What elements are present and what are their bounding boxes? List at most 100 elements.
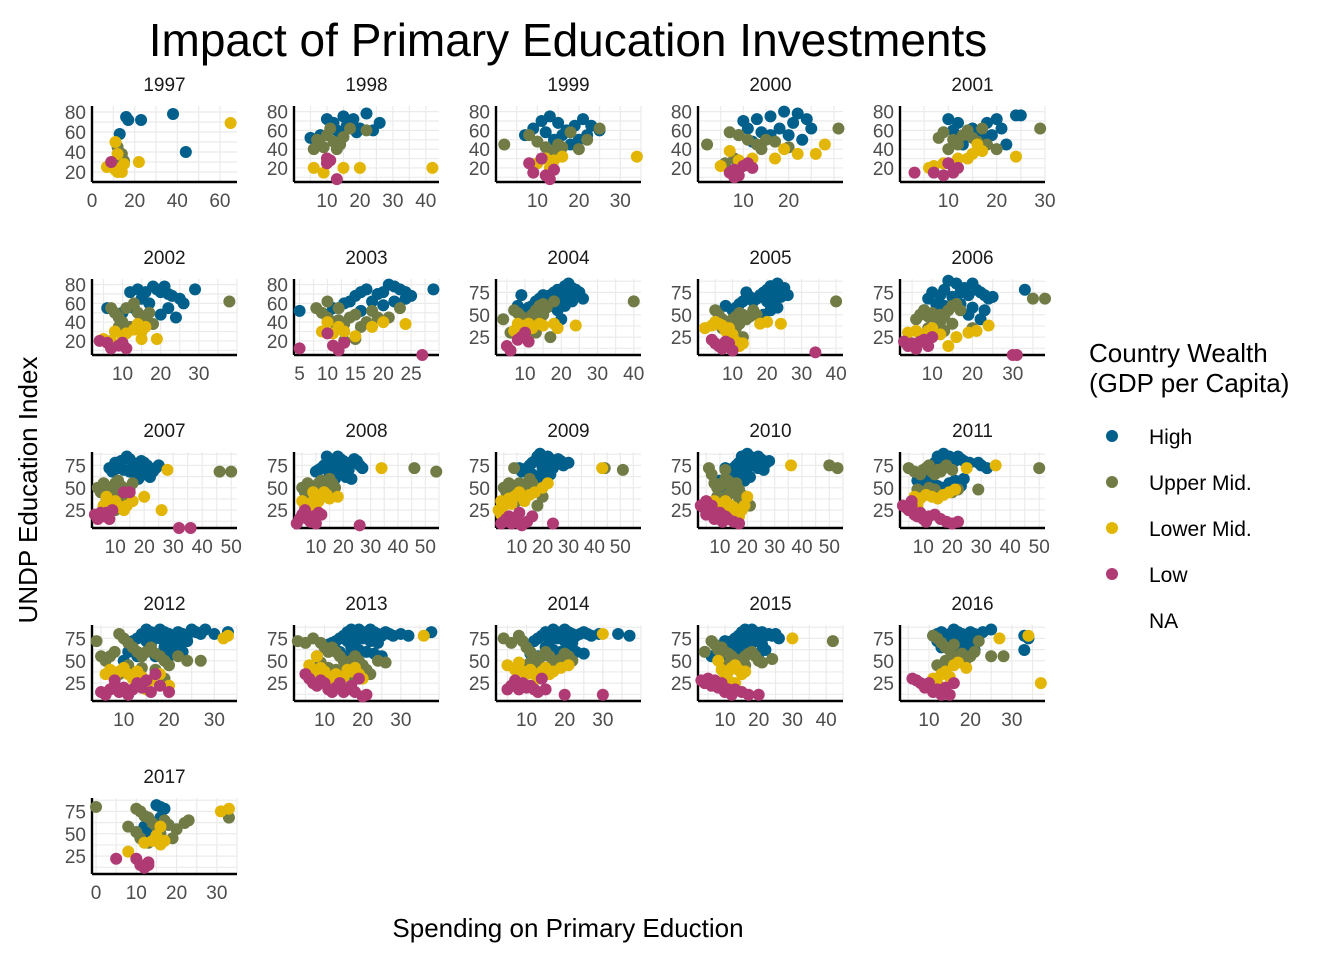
data-point	[1010, 150, 1022, 163]
data-point	[782, 129, 795, 142]
data-point	[960, 462, 973, 475]
y-tick-label: 75	[267, 456, 288, 477]
data-point	[222, 802, 235, 815]
data-point	[167, 108, 180, 120]
data-point	[127, 297, 140, 310]
data-point	[818, 138, 831, 151]
facet-label: 2014	[547, 594, 590, 615]
data-point	[199, 623, 212, 636]
x-tick-label: 0	[91, 883, 102, 904]
y-tick-label: 50	[267, 652, 288, 673]
data-point	[759, 644, 772, 657]
data-point	[952, 152, 964, 165]
legend-item: NA	[1149, 610, 1178, 633]
data-point	[523, 157, 536, 170]
data-point	[337, 161, 350, 174]
data-point	[908, 166, 921, 179]
data-point	[572, 143, 585, 156]
legend-label: Upper Mid.	[1149, 472, 1252, 495]
x-tick-label: 20	[551, 364, 572, 385]
data-point	[728, 171, 741, 184]
facet-label: 2013	[345, 594, 387, 615]
data-point	[1000, 138, 1013, 151]
data-point	[942, 157, 955, 170]
data-point	[741, 122, 754, 135]
data-point	[523, 129, 536, 142]
facet-label: 2011	[952, 421, 993, 442]
data-point	[705, 499, 718, 512]
data-point	[535, 672, 548, 685]
data-point	[120, 342, 133, 355]
y-tick-label: 25	[873, 674, 894, 695]
data-point	[173, 522, 185, 534]
data-point	[161, 463, 174, 476]
y-tick-label: 60	[873, 121, 894, 142]
data-point	[158, 834, 171, 847]
data-point	[162, 302, 175, 315]
data-point	[759, 133, 772, 146]
x-tick-label: 40	[623, 364, 644, 385]
data-point	[1010, 349, 1023, 361]
x-tick-label: 10	[105, 537, 126, 558]
data-point	[293, 342, 306, 355]
y-tick-label: 40	[873, 140, 894, 161]
data-point	[375, 462, 388, 475]
data-point	[344, 122, 357, 135]
x-tick-label: 50	[610, 537, 631, 558]
y-tick-label: 80	[267, 276, 288, 297]
data-point	[581, 133, 594, 146]
data-point	[577, 292, 589, 305]
data-point	[117, 158, 130, 170]
facet-label: 2015	[749, 594, 791, 615]
data-point	[324, 154, 337, 167]
data-point	[926, 331, 939, 344]
y-tick-label: 50	[469, 306, 490, 327]
legend-item: Lower Mid.	[1106, 518, 1252, 541]
facet-label: 1998	[345, 75, 387, 96]
y-tick-label: 50	[671, 652, 692, 673]
x-tick-label: 10	[316, 191, 337, 212]
x-tick-label: 30	[558, 537, 579, 558]
data-point	[905, 495, 918, 508]
y-tick-label: 50	[671, 306, 692, 327]
legend-item: Low	[1106, 564, 1188, 587]
data-point	[923, 677, 935, 690]
data-point	[950, 331, 963, 344]
data-point	[399, 318, 412, 331]
data-point	[109, 136, 122, 148]
data-point	[942, 340, 955, 353]
data-point	[108, 645, 121, 658]
data-point	[158, 641, 171, 654]
data-point	[535, 115, 548, 128]
x-tick-label: 30	[610, 191, 631, 212]
data-point	[1034, 122, 1047, 135]
data-point	[970, 324, 983, 337]
data-point	[100, 490, 113, 503]
data-point	[826, 635, 839, 648]
x-tick-label: 50	[819, 537, 840, 558]
data-point	[593, 122, 606, 135]
y-tick-label: 50	[873, 652, 894, 673]
data-point	[942, 143, 955, 156]
data-point	[544, 331, 557, 344]
data-point	[130, 825, 143, 838]
data-point	[740, 286, 753, 299]
data-point	[106, 465, 119, 478]
data-point	[551, 322, 564, 335]
data-point	[805, 122, 818, 135]
data-point	[182, 814, 195, 827]
data-point	[366, 304, 379, 317]
data-point	[972, 483, 985, 496]
data-point	[527, 166, 540, 179]
data-point	[331, 490, 344, 503]
data-point	[150, 333, 163, 346]
data-point	[224, 117, 237, 129]
data-point	[712, 317, 725, 330]
data-point	[169, 311, 182, 324]
y-tick-label: 80	[671, 103, 692, 124]
